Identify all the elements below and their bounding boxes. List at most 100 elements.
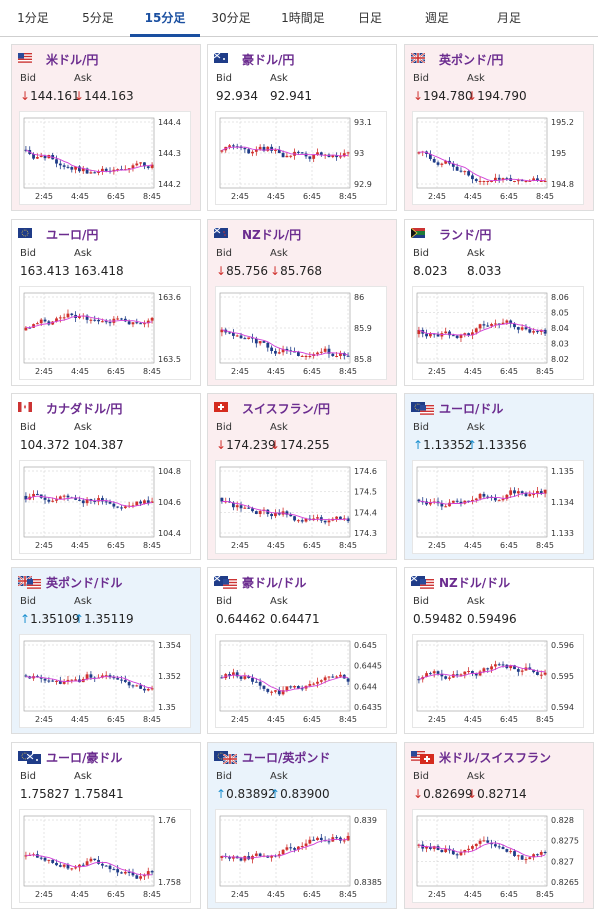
x-tick-label: 8:45 bbox=[536, 367, 554, 376]
currency-pair-name[interactable]: 米ドル/スイスフラン bbox=[439, 751, 552, 765]
rate-card[interactable]: 豪ドル/円 Bid Ask 92.934 92.941 93.1 93 92.9 2:45 4:4… bbox=[207, 44, 397, 211]
currency-pair-name[interactable]: 米ドル/円 bbox=[46, 53, 99, 67]
currency-pair-name[interactable]: ユーロ/英ポンド bbox=[242, 751, 331, 765]
candle-body bbox=[258, 681, 262, 686]
bid-label: Bid bbox=[20, 248, 36, 259]
candlestick-chart[interactable]: 8.06 8.05 8.04 8.03 8.02 2:45 4:45 6:45 8:45 bbox=[412, 286, 584, 380]
candlestick-chart[interactable]: 0.645 0.6445 0.644 0.6435 2:45 4:45 6:45 8:45 bbox=[215, 634, 387, 728]
rate-card[interactable]: ユーロ/ドル Bid Ask ↑1.13352 ↑1.13356 1.135 1.134 1.… bbox=[404, 393, 594, 560]
x-tick-label: 2:45 bbox=[35, 715, 53, 724]
ask-label: Ask bbox=[467, 596, 485, 607]
candle-body bbox=[524, 859, 528, 861]
tab-3[interactable]: 30分足 bbox=[211, 11, 251, 25]
rate-card[interactable]: 英ポンド/ドル Bid Ask ↑1.35109 ↑1.35119 1.354 1.352 1… bbox=[11, 567, 201, 734]
candle-body bbox=[335, 155, 339, 158]
candle-body bbox=[66, 166, 70, 168]
currency-pair-name[interactable]: ユーロ/ドル bbox=[439, 402, 504, 416]
currency-pair-name[interactable]: 豪ドル/ドル bbox=[242, 576, 307, 590]
candle-body bbox=[120, 507, 123, 509]
currency-pair-name[interactable]: NZドル/ドル bbox=[439, 576, 511, 590]
candlestick-chart[interactable]: 93.1 93 92.9 2:45 4:45 6:45 8:45 bbox=[215, 111, 387, 205]
candle-body bbox=[543, 329, 547, 334]
candle-body bbox=[277, 149, 281, 154]
moving-average-line bbox=[221, 146, 349, 157]
tab-5[interactable]: 日足 bbox=[357, 11, 382, 25]
candlestick-chart[interactable]: 0.596 0.595 0.594 2:45 4:45 6:45 8:45 bbox=[412, 634, 584, 728]
rate-card[interactable]: 米ドル/スイスフラン Bid Ask ↓0.82699 ↓0.82714 0.828 0.8… bbox=[404, 742, 594, 909]
currency-pair-name[interactable]: 英ポンド/円 bbox=[439, 53, 504, 67]
tab-4[interactable]: 1時間足 bbox=[281, 11, 325, 25]
candle-body bbox=[528, 494, 532, 497]
candle-body bbox=[296, 686, 300, 689]
candle-body bbox=[243, 856, 247, 861]
rate-card[interactable]: 米ドル/円 Bid Ask ↓144.161 ↓144.163 144.4 144.3 144… bbox=[11, 44, 201, 211]
candlestick-chart[interactable]: 0.839 0.8385 2:45 4:45 6:45 8:45 bbox=[215, 809, 387, 903]
currency-pair-name[interactable]: ユーロ/豪ドル bbox=[46, 751, 123, 765]
candle-body bbox=[428, 333, 432, 337]
y-tick-label: 1.352 bbox=[158, 672, 181, 681]
tab-2[interactable]: 15分足 bbox=[130, 0, 200, 37]
candle-body bbox=[501, 178, 505, 180]
candle-body bbox=[316, 837, 319, 841]
rate-card[interactable]: 英ポンド/円 Bid Ask ↓194.780 ↓194.790 195.2 195 194.… bbox=[404, 44, 594, 211]
candlestick-chart[interactable]: 163.6 163.5 2:45 4:45 6:45 8:45 bbox=[19, 286, 191, 380]
x-tick-label: 8:45 bbox=[143, 890, 161, 899]
candle-body bbox=[467, 848, 471, 850]
x-tick-label: 6:45 bbox=[500, 367, 518, 376]
candle-body bbox=[231, 332, 235, 336]
candle-body bbox=[62, 165, 66, 167]
rate-card[interactable]: ユーロ/豪ドル Bid Ask 1.75827 1.75841 1.76 1.758 2:45… bbox=[11, 742, 201, 909]
currency-pair-name[interactable]: 豪ドル/円 bbox=[242, 53, 295, 67]
moving-average-line bbox=[25, 495, 153, 508]
candlestick-chart[interactable]: 195.2 195 194.8 2:45 4:45 6:45 8:45 bbox=[412, 111, 584, 205]
candle-body bbox=[312, 839, 316, 841]
candle-body bbox=[319, 351, 323, 353]
candle-body bbox=[220, 856, 224, 858]
bid-value: 92.934 bbox=[216, 89, 258, 103]
candle-body bbox=[497, 177, 501, 180]
bid-value: 8.023 bbox=[413, 264, 448, 278]
y-tick-label: 104.8 bbox=[158, 467, 181, 476]
candlestick-chart[interactable]: 0.828 0.8275 0.827 0.8265 2:45 4:45 6:45 8:45 bbox=[412, 809, 584, 903]
y-tick-label: 163.6 bbox=[158, 293, 181, 302]
candlestick-chart[interactable]: 1.76 1.758 2:45 4:45 6:45 8:45 bbox=[19, 809, 191, 903]
rate-card[interactable]: ユーロ/円 Bid Ask 163.413 163.418 163.6 163.5 2:45 4… bbox=[11, 219, 201, 386]
rate-card[interactable]: ランド/円 Bid Ask 8.023 8.033 8.06 8.05 8.04 8.03 8.0… bbox=[404, 219, 594, 386]
rate-card[interactable]: ユーロ/英ポンド Bid Ask ↑0.83892 ↑0.83900 0.839 0.838… bbox=[207, 742, 397, 909]
bid-value: 0.64462 bbox=[216, 612, 266, 626]
candle-body bbox=[104, 501, 108, 503]
candlestick-chart[interactable]: 104.8 104.6 104.4 2:45 4:45 6:45 8:45 bbox=[19, 460, 191, 554]
candle-body bbox=[81, 168, 85, 172]
rate-card[interactable]: カナダドル/円 Bid Ask 104.372 104.387 104.8 104.6 104… bbox=[11, 393, 201, 560]
currency-pair-name[interactable]: NZドル/円 bbox=[242, 228, 302, 242]
candle-body bbox=[516, 491, 520, 494]
candle-body bbox=[70, 313, 74, 315]
candle-body bbox=[316, 681, 319, 684]
candle-body bbox=[444, 160, 448, 164]
tab-6[interactable]: 週足 bbox=[424, 11, 449, 25]
tab-1[interactable]: 5分足 bbox=[82, 11, 114, 25]
rate-card[interactable]: スイスフラン/円 Bid Ask ↓174.239 ↓174.255 174.6 174.5… bbox=[207, 393, 397, 560]
x-tick-label: 8:45 bbox=[536, 541, 554, 550]
currency-pair-name[interactable]: ユーロ/円 bbox=[46, 228, 99, 242]
candlestick-chart[interactable]: 144.4 144.3 144.2 2:45 4:45 6:45 8:45 bbox=[19, 111, 191, 205]
tab-0[interactable]: 1分足 bbox=[17, 11, 49, 25]
candlestick-chart[interactable]: 1.354 1.352 1.35 2:45 4:45 6:45 8:45 bbox=[19, 634, 191, 728]
candlestick-chart[interactable]: 1.135 1.134 1.133 2:45 4:45 6:45 8:45 bbox=[412, 460, 584, 554]
nz-us-flag-icon bbox=[411, 576, 434, 589]
rate-card[interactable]: NZドル/ドル Bid Ask 0.59482 0.59496 0.596 0.595 0.5… bbox=[404, 567, 594, 734]
candlestick-chart[interactable]: 86 85.9 85.8 2:45 4:45 6:45 8:45 bbox=[215, 286, 387, 380]
rate-card[interactable]: 豪ドル/ドル Bid Ask 0.64462 0.64471 0.645 0.6445 0.6… bbox=[207, 567, 397, 734]
y-tick-label: 0.827 bbox=[551, 857, 574, 866]
currency-pair-name[interactable]: ランド/円 bbox=[439, 228, 492, 242]
candle-body bbox=[104, 865, 108, 867]
currency-pair-name[interactable]: 英ポンド/ドル bbox=[46, 576, 123, 590]
currency-pair-name[interactable]: カナダドル/円 bbox=[46, 402, 123, 416]
candle-body bbox=[32, 324, 35, 328]
tab-7[interactable]: 月足 bbox=[496, 11, 521, 25]
rate-card[interactable]: NZドル/円 Bid Ask ↓85.756 ↓85.768 86 85.9 85.8 2:45… bbox=[207, 219, 397, 386]
candlestick-chart[interactable]: 174.6 174.5 174.4 174.3 2:45 4:45 6:45 8:45 bbox=[215, 460, 387, 554]
currency-pair-name[interactable]: スイスフラン/円 bbox=[242, 402, 331, 416]
candle-body bbox=[231, 502, 235, 508]
candle-body bbox=[254, 681, 258, 683]
